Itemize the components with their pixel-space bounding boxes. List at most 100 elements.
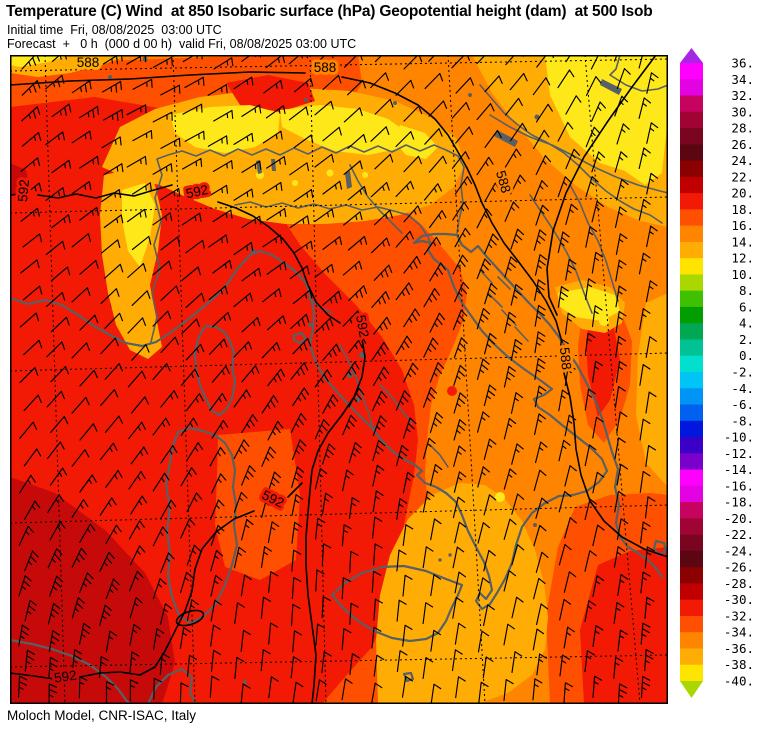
colorbar-tick-label: -18.: [724, 495, 754, 510]
temp-region-yellow-ne-corner: [545, 55, 668, 185]
temp-region-orange-red-east-sardinia: [215, 429, 300, 580]
colorbar-tick-labels: 36.34.32.30. 28.26.24.22. 20.18.16.14. 12.1…: [724, 56, 754, 689]
colorbar-cell: [680, 388, 703, 406]
border-alps-crest: [150, 144, 465, 343]
colorbar-tick-label: -12.: [724, 446, 754, 461]
colorbar-tick-label: 6.: [739, 299, 754, 314]
temp-region-yellow-albania-dot: [599, 316, 609, 326]
lake-garda: [345, 171, 352, 189]
page-title: Temperature (C) Wind at 850 Isobaric sur…: [6, 3, 653, 20]
contour-592-west-curl: [9, 482, 303, 680]
colorbar-cell: [680, 420, 703, 438]
meridian-line: [44, 54, 66, 705]
colorbar-tick-label: 16.: [731, 218, 754, 233]
colorbar-cell: [680, 615, 703, 633]
colorbar-arrow-up: [680, 48, 703, 63]
colorbar-cell: [680, 502, 703, 519]
colorbar-tick-label: -28.: [724, 576, 754, 591]
colorbar-tick-label: -16.: [724, 478, 754, 493]
colorbar-cell: [680, 79, 703, 97]
croatian-island: [479, 269, 493, 284]
colorbar-tick-label: 4.: [739, 316, 754, 331]
city-dot: [468, 93, 472, 97]
city-dot: [393, 101, 397, 105]
colorbar-cell: [680, 290, 703, 308]
temp-region-yellow-calabria-dot: [495, 492, 505, 502]
forecast-line: Forecast + 0 h (000 d 00 h) valid Fri, 0…: [7, 36, 357, 51]
colorbar-tick-label: 2.: [739, 332, 754, 347]
colorbar-cell: [680, 323, 703, 340]
colorbar-arrow-down: [680, 680, 703, 698]
colorbar-cell: [680, 485, 703, 503]
colorbar-tick-label: -24.: [724, 543, 754, 558]
city-dot: [250, 248, 256, 254]
colorbar-cell: [680, 160, 703, 178]
city-dot: [304, 98, 308, 102]
colorbar-cell: [680, 469, 703, 487]
colorbar-tick-label: -34.: [724, 625, 754, 640]
temp-region-dark-red-sw: [10, 477, 175, 704]
colorbar-cell: [680, 453, 703, 471]
aeolian-island-dot: [448, 553, 452, 557]
river-volturno: [429, 444, 449, 468]
colorbar-tick-label: -4.: [731, 381, 754, 396]
temp-region-red-alps-strip: [226, 75, 315, 112]
colorbar-tick-label: 22.: [731, 169, 754, 184]
colorbar-tick-label: -26.: [724, 560, 754, 575]
river-drina: [569, 184, 619, 302]
temp-region-dark-red-spot: [10, 163, 30, 197]
city-dot: [108, 75, 112, 79]
lake-como: [271, 159, 276, 171]
colorbar-tick-label: -36.: [724, 641, 754, 656]
colorbar-tick-label: 28.: [731, 121, 754, 136]
colorbar-cells: [680, 48, 703, 698]
temp-region-yellow-alps-2: [280, 105, 408, 155]
coast-sardinia: [164, 426, 239, 625]
colorbar-cell: [680, 193, 703, 210]
colorbar-tick-label: 26.: [731, 137, 754, 152]
temp-region-yellow-alps-3: [394, 125, 438, 159]
colorbar-tick-label: -20.: [724, 511, 754, 526]
colorbar-cell: [680, 518, 703, 536]
colorbar-tick-label: -8.: [731, 413, 754, 428]
map-canvas: 588 588 588 588 592 592 592 592 592: [8, 41, 669, 706]
colorbar-tick-label: -32.: [724, 608, 754, 623]
temp-region-red-albania: [586, 315, 620, 417]
colorbar-svg: 36.34.32.30. 28.26.24.22. 20.18.16.14. 12.1…: [680, 48, 754, 698]
temp-region-light-east-edge: [636, 293, 668, 487]
geopotential-label-588: 588: [557, 347, 574, 371]
colorbar-tick-label: 12.: [731, 251, 754, 266]
temperature-colorbar: 36. 34. 32. 30. 28. 26. 24. 22. 20. 18. 16. 14. 12. 1…: [676, 44, 760, 716]
meridian-line: [309, 54, 327, 705]
geopotential-contours: [9, 54, 669, 705]
geopotential-label-588: 588: [314, 60, 337, 75]
geopotential-label-592: 592: [53, 668, 77, 686]
city-dot: [533, 523, 537, 527]
geopotential-label-588: 588: [77, 55, 100, 70]
colorbar-cell: [680, 95, 703, 113]
temp-region-yellow-dot: [326, 169, 334, 177]
colorbar-tick-label: 30.: [731, 104, 754, 119]
temp-region-yellow-dot: [362, 172, 368, 178]
colorbar-cell: [680, 583, 703, 601]
colorbar-cell: [680, 664, 703, 682]
city-dot: [308, 323, 312, 327]
island-dot: [243, 680, 247, 684]
rivers-and-borders: [150, 54, 669, 468]
colorbar-tick-label: -10.: [724, 430, 754, 445]
coast-cap-bon: [146, 667, 198, 706]
meridian-line: [172, 54, 196, 705]
colorbar-tick-label: 18.: [731, 202, 754, 217]
colorbar-tick-label: 32.: [731, 88, 754, 103]
coast-corfu: [652, 539, 668, 557]
lake-bolsena: [347, 372, 353, 378]
colorbar-tick-label: 34.: [731, 72, 754, 87]
river-danube-bit: [609, 54, 669, 92]
lake-trasimeno: [359, 352, 365, 358]
temp-region-red-spot-apennines: [447, 386, 457, 396]
colorbar-tick-label: -30.: [724, 592, 754, 607]
colorbar-cell: [680, 339, 703, 357]
colorbar-tick-label: -38.: [724, 657, 754, 672]
colorbar-cell: [680, 648, 703, 666]
colorbar-tick-label: 0.: [739, 348, 754, 363]
